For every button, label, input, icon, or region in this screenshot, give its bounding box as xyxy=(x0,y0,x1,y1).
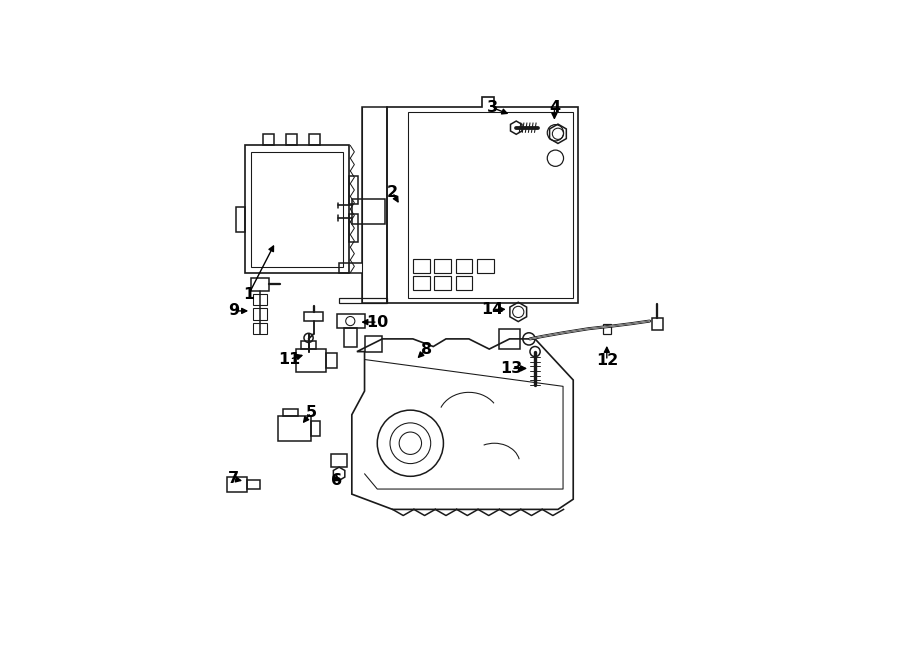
Text: 13: 13 xyxy=(500,361,522,376)
Text: 4: 4 xyxy=(549,100,560,115)
Text: 7: 7 xyxy=(228,471,238,486)
Text: 14: 14 xyxy=(482,302,504,317)
Text: 5: 5 xyxy=(305,405,317,420)
Text: 11: 11 xyxy=(279,352,301,367)
Text: 8: 8 xyxy=(421,342,432,356)
Text: 3: 3 xyxy=(487,100,499,115)
Text: 12: 12 xyxy=(596,353,618,368)
Text: 2: 2 xyxy=(387,185,398,200)
Text: 10: 10 xyxy=(366,315,389,330)
Text: 1: 1 xyxy=(243,287,254,302)
Text: 9: 9 xyxy=(228,303,238,319)
Text: 6: 6 xyxy=(331,473,342,488)
